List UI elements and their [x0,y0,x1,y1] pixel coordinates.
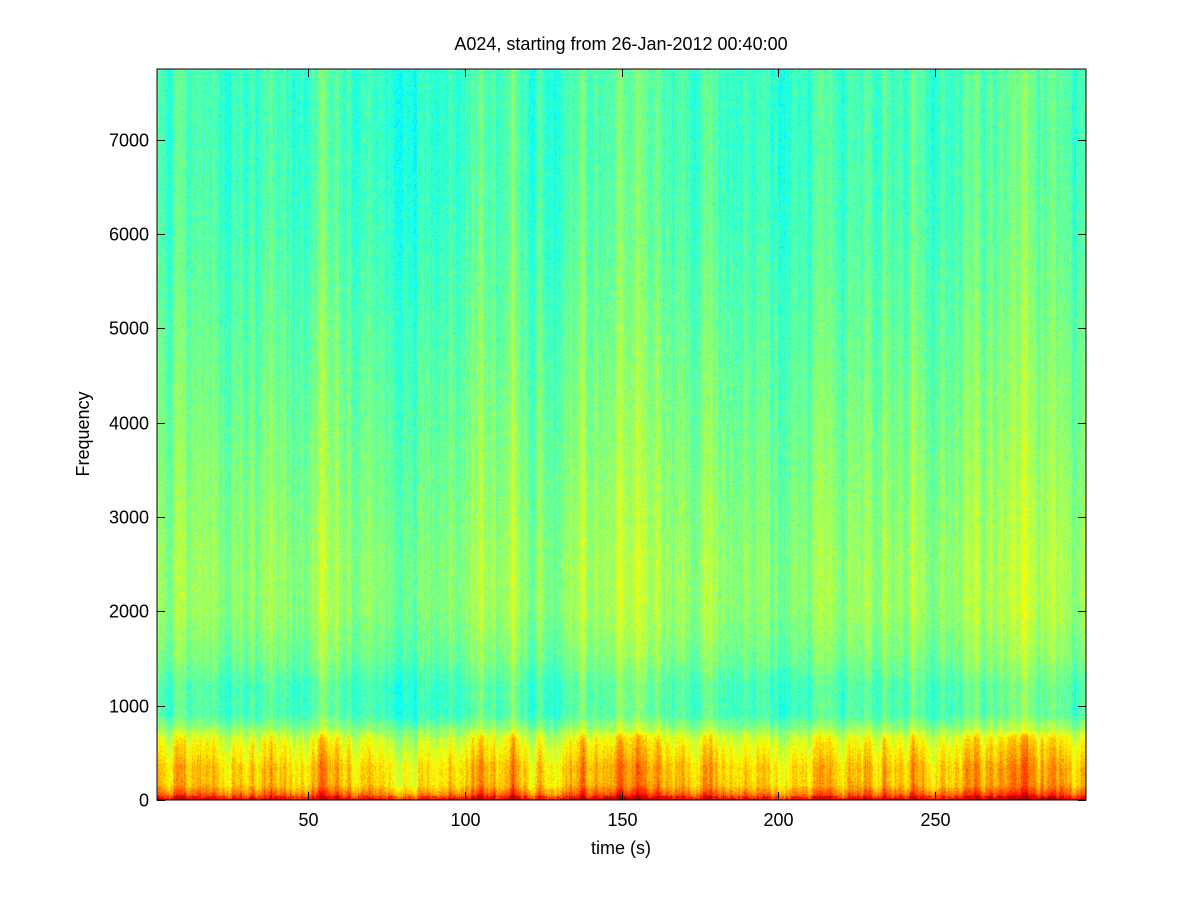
axes-frame [156,68,1087,801]
chart-title: A024, starting from 26-Jan-2012 00:40:00 [454,34,787,54]
y-axis-tick-labels: 0 1000 2000 3000 4000 5000 6000 7000 [109,131,149,811]
y-tick-label: 7000 [109,131,149,151]
spectrogram-image [157,69,1086,800]
y-tick-label: 0 [139,791,149,811]
y-tick-label: 1000 [109,697,149,717]
spectrogram-canvas [157,69,1086,800]
x-tick-label: 50 [298,810,318,830]
y-tick-label: 4000 [109,414,149,434]
y-tick-label: 5000 [109,319,149,339]
x-tick-label: 200 [763,810,793,830]
x-tick-label: 100 [450,810,480,830]
y-tick-label: 6000 [109,225,149,245]
y-tick-label: 3000 [109,508,149,528]
x-axis-label: time (s) [591,838,651,858]
y-tick-label: 2000 [109,602,149,622]
x-tick-label: 250 [920,810,950,830]
y-axis-label: Frequency [73,391,93,476]
plot-area [157,69,1086,800]
x-tick-label: 150 [607,810,637,830]
x-axis-tick-labels: 50 100 150 200 250 [298,810,950,830]
